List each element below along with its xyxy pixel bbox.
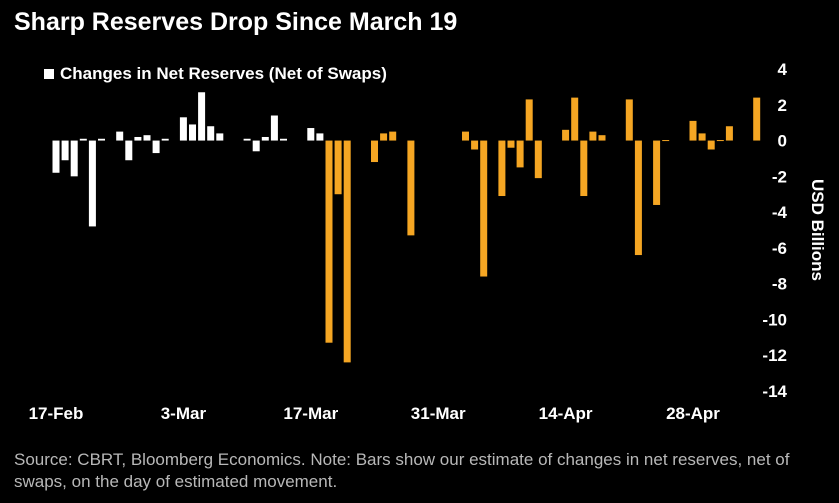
bar [389,131,397,141]
bar [662,140,670,142]
bar [88,140,96,227]
bar [98,138,105,141]
bar [498,140,506,197]
bar [625,99,633,141]
bar [371,140,378,163]
x-tick-label: 3-Mar [161,404,207,423]
y-tick-label: 4 [778,60,788,79]
bar [307,128,315,141]
chart-title: Sharp Reserves Drop Since March 19 [14,8,458,36]
legend: Changes in Net Reserves (Net of Swaps) [44,64,387,84]
bar [79,138,87,141]
y-axis: 4 2 0 -2 -4 -6 -8 -10 -12 -14 [762,60,787,401]
x-tick-label: 31-Mar [411,404,466,423]
x-tick-label: 28-Apr [666,404,720,423]
bar [707,140,715,150]
bar [134,136,142,141]
bar [334,140,342,195]
y-tick-label: -6 [772,239,787,258]
bar [261,136,269,141]
bar [471,140,479,150]
bar [380,133,388,141]
bar [698,133,706,141]
y-tick-label: -10 [762,310,787,329]
bar [116,131,124,141]
bar [634,140,642,256]
y-axis-title: USD Billions [808,179,827,281]
x-tick-label: 17-Feb [29,404,84,423]
bars [52,92,761,363]
bar [189,124,196,141]
bar [270,115,278,141]
y-tick-label: -12 [762,346,787,365]
bar [562,129,570,141]
bar [689,120,697,141]
bar [61,140,69,161]
y-tick-label: 2 [778,96,787,115]
bar [143,135,151,141]
bar [480,140,488,277]
bar [198,92,206,141]
source-note: Source: CBRT, Bloomberg Economics. Note:… [14,450,790,491]
bar [653,140,661,205]
bar [152,140,160,154]
bar [52,140,60,173]
bar [753,97,761,141]
bar [252,140,260,152]
bar [161,138,169,141]
bar [179,117,187,141]
bar [125,140,133,161]
bar [407,140,415,236]
bar [571,97,579,141]
legend-swatch [44,69,54,79]
y-tick-label: -4 [772,203,788,222]
y-tick-label: -2 [772,167,787,186]
bar [216,133,224,141]
bar [598,135,606,141]
bar [325,140,333,343]
bar [462,131,469,141]
bar [534,140,542,179]
legend-label: Changes in Net Reserves (Net of Swaps) [60,64,387,83]
bar [280,138,287,141]
y-tick-label: 0 [778,132,787,151]
bar [525,99,533,141]
bar [580,140,588,197]
bar [207,126,215,141]
bar [716,140,724,142]
x-tick-label: 17-Mar [283,404,338,423]
bar [243,138,251,141]
bar [516,140,524,168]
bar [70,140,78,177]
bar [507,140,515,148]
bar [316,133,324,141]
x-tick-label: 14-Apr [539,404,593,423]
x-axis: 17-Feb 3-Mar 17-Mar 31-Mar 14-Apr 28-Apr [29,404,721,423]
bar [725,126,733,141]
bar [589,131,597,141]
bar [343,140,351,363]
y-tick-label: -14 [762,382,787,401]
y-tick-label: -8 [772,275,787,294]
